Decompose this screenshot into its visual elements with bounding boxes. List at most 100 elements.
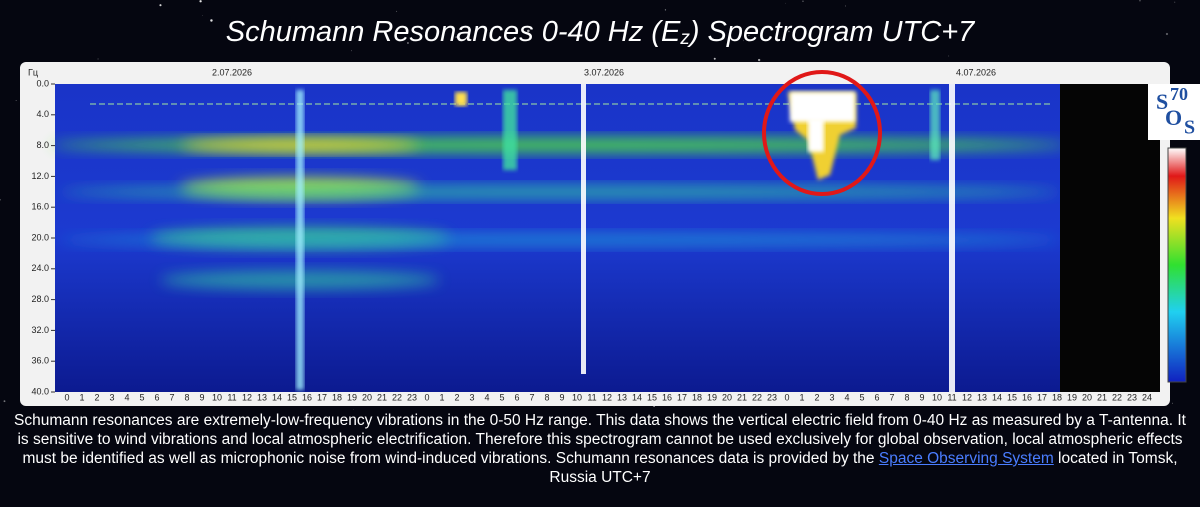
x-tick-label: 14 [272, 392, 282, 402]
x-tick-label: 3 [469, 392, 474, 402]
x-tick-label: 20 [1082, 392, 1092, 402]
x-tick-label: 5 [499, 392, 504, 402]
x-tick-label: 6 [874, 392, 879, 402]
star [713, 57, 716, 60]
x-tick-label: 5 [859, 392, 864, 402]
x-tick-label: 10 [932, 392, 942, 402]
x-tick-label: 16 [1022, 392, 1032, 402]
x-tick-label: 2 [454, 392, 459, 402]
x-tick-label: 20 [362, 392, 372, 402]
star [159, 4, 162, 7]
resonance-bands [50, 84, 1070, 392]
x-tick-label: 23 [407, 392, 417, 402]
y-tick-label: 24.0 [31, 263, 49, 273]
x-tick-label: 23 [767, 392, 777, 402]
x-tick-label: 23 [1127, 392, 1137, 402]
x-tick-label: 0 [784, 392, 789, 402]
x-tick-label: 9 [919, 392, 924, 402]
description: Schumann resonances are extremely-low-fr… [10, 411, 1190, 487]
chart: S 70 O S Гц 0.04.08.012.016.020.024.028.… [0, 0, 1200, 410]
x-tick-label: 14 [992, 392, 1002, 402]
x-tick-label: 0 [64, 392, 69, 402]
x-tick-label: 12 [602, 392, 612, 402]
x-tick-label: 10 [212, 392, 222, 402]
y-tick-label: 28.0 [31, 294, 49, 304]
x-tick-label: 22 [392, 392, 402, 402]
x-tick-label: 12 [242, 392, 252, 402]
title-text: ) Spectrogram UTC+7 [687, 16, 976, 48]
star [788, 30, 790, 33]
star [406, 41, 409, 44]
x-tick-label: 17 [317, 392, 327, 402]
logo-letter: S [1184, 117, 1195, 139]
star [743, 40, 744, 42]
title-text: Schumann Resonances 0-40 Hz (E [226, 16, 681, 48]
x-tick-label: 22 [1112, 392, 1122, 402]
x-tick-label: 22 [752, 392, 762, 402]
star [353, 409, 354, 410]
y-tick-label: 20.0 [31, 232, 49, 242]
x-tick-label: 18 [692, 392, 702, 402]
star [592, 20, 594, 22]
star [210, 19, 213, 22]
date-label: 2.07.2026 [212, 67, 252, 77]
y-tick-label: 8.0 [36, 140, 49, 150]
x-tick-label: 4 [484, 392, 489, 402]
y-unit: Гц [28, 67, 38, 77]
star [664, 9, 667, 11]
x-tick-label: 15 [647, 392, 657, 402]
x-tick-label: 8 [184, 392, 189, 402]
x-tick-label: 4 [844, 392, 849, 402]
x-tick-label: 14 [632, 392, 642, 402]
x-tick-label: 18 [1052, 392, 1062, 402]
y-tick-label: 0.0 [36, 78, 49, 88]
date-label: 3.07.2026 [584, 67, 624, 77]
x-tick-label: 6 [154, 392, 159, 402]
star [1174, 1, 1176, 3]
logo: S 70 O S [1156, 84, 1195, 138]
x-tick-label: 1 [799, 392, 804, 402]
x-tick-label: 16 [302, 392, 312, 402]
x-tick-label: 9 [559, 392, 564, 402]
description-text: Schumann resonances are extremely-low-fr… [14, 412, 1186, 467]
x-tick-label: 15 [287, 392, 297, 402]
star [845, 5, 846, 7]
x-tick-label: 12 [962, 392, 972, 402]
x-tick-label: 15 [1007, 392, 1017, 402]
x-tick-label: 24 [1142, 392, 1152, 402]
star [748, 34, 750, 37]
x-tick-label: 13 [617, 392, 627, 402]
color-bar [1167, 147, 1187, 383]
star [202, 14, 203, 16]
x-tick-label: 13 [257, 392, 267, 402]
x-tick-label: 19 [707, 392, 717, 402]
x-tick-label: 10 [572, 392, 582, 402]
star [3, 400, 6, 403]
y-tick-label: 36.0 [31, 356, 49, 366]
y-tick-label: 16.0 [31, 202, 49, 212]
x-tick-label: 21 [737, 392, 747, 402]
x-tick-label: 11 [227, 392, 236, 402]
x-tick-label: 17 [1037, 392, 1047, 402]
x-tick-label: 18 [332, 392, 342, 402]
x-tick-label: 13 [977, 392, 987, 402]
star [802, 0, 804, 2]
x-tick-label: 3 [829, 392, 834, 402]
x-tick-label: 1 [439, 392, 444, 402]
x-tick-label: 7 [529, 392, 534, 402]
x-tick-label: 8 [544, 392, 549, 402]
x-tick-label: 16 [662, 392, 672, 402]
description-text: located in Tomsk, Russia UTC+7 [549, 450, 1178, 486]
x-tick-label: 1 [79, 392, 84, 402]
logo-letter: O [1165, 105, 1182, 130]
star [784, 2, 786, 4]
star [527, 29, 530, 33]
x-tick-label: 7 [169, 392, 174, 402]
y-tick-label: 4.0 [36, 109, 49, 119]
star [1139, 0, 1141, 2]
source-link[interactable]: Space Observing System [878, 450, 1054, 467]
logo-box [1148, 84, 1200, 140]
star [351, 50, 352, 52]
star [757, 58, 761, 62]
